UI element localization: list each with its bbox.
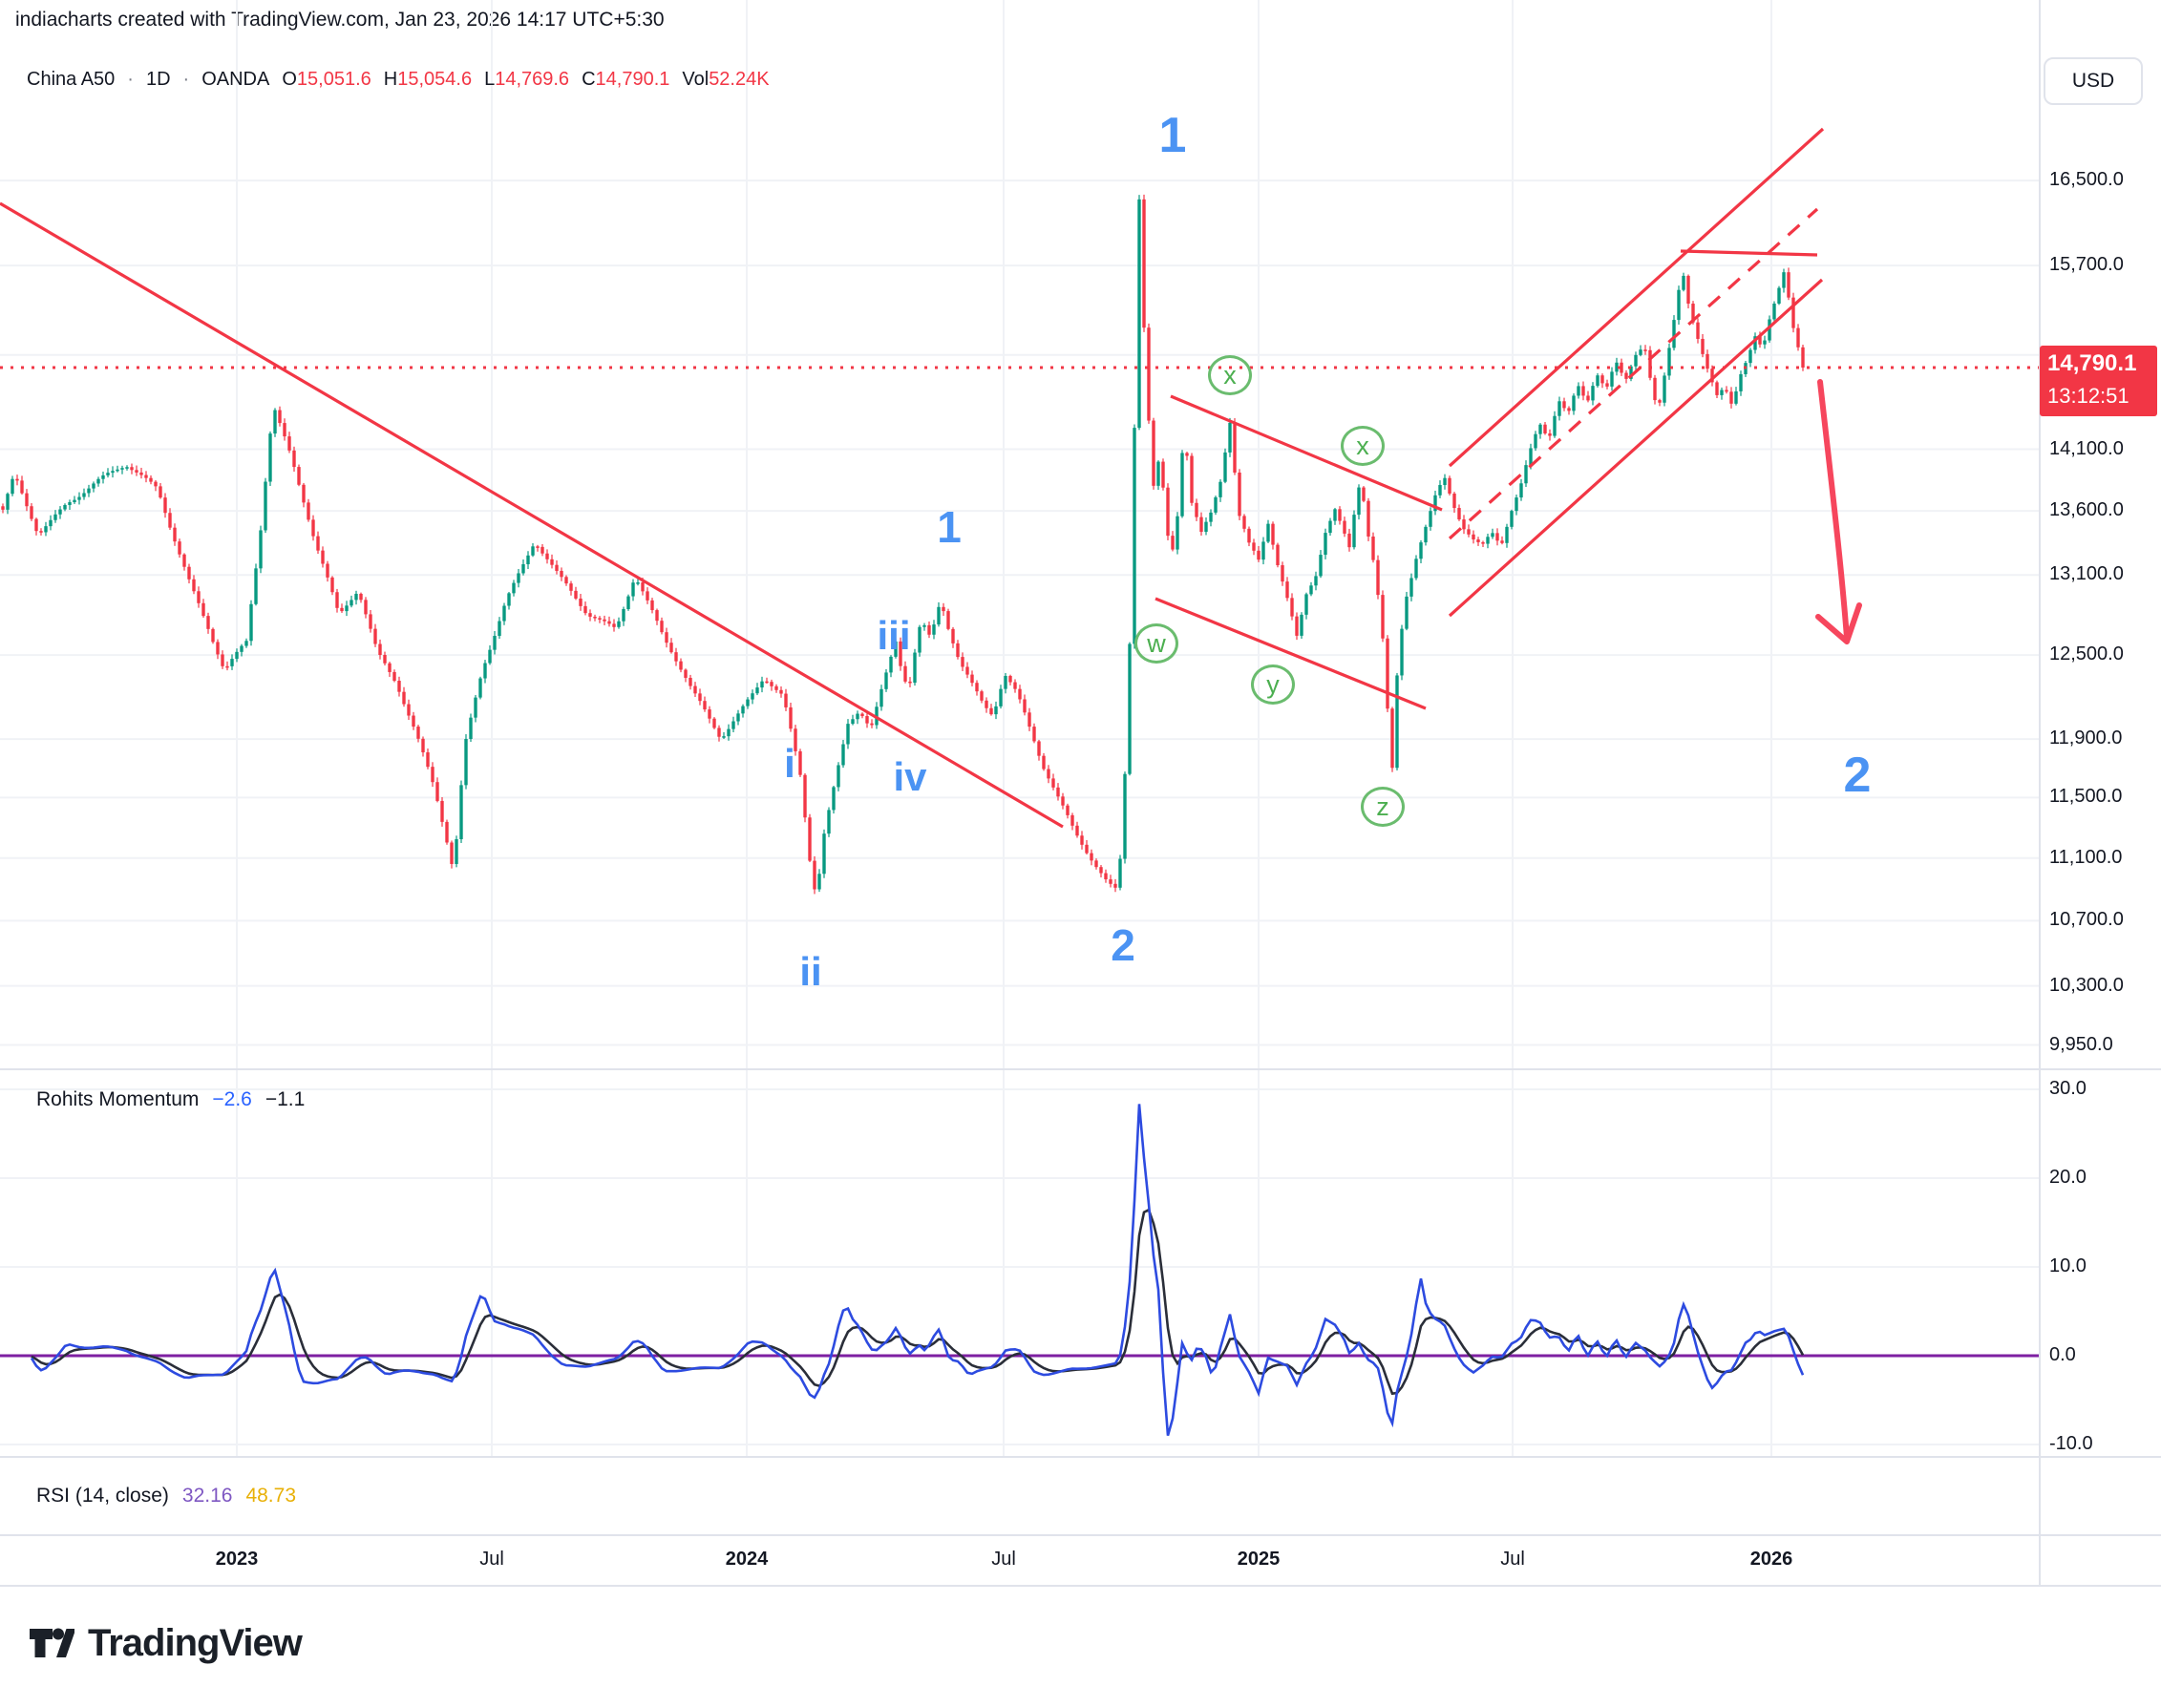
legend-separator: · (182, 69, 190, 90)
trendline-channel-lower[interactable] (1448, 278, 1824, 618)
candlestick-series (1, 194, 1805, 895)
rsi-ma-value: 48.73 (245, 1485, 297, 1507)
time-tick-label: 2023 (215, 1549, 259, 1570)
tradingview-logo[interactable]: TradingView (27, 1619, 303, 1667)
rsi-main-value: 32.16 (181, 1485, 233, 1507)
pane-divider-price-momentum[interactable] (0, 1068, 2161, 1070)
chart-canvas[interactable] (0, 0, 2161, 1587)
elliott-wave-label: 2 (1843, 748, 1872, 803)
legend-field-c: C14,790.1 (582, 69, 670, 90)
tradingview-logo-icon (30, 1628, 74, 1657)
price-tick-label: 16,500.0 (2049, 169, 2124, 191)
momentum-indicator-legend: Rohits Momentum −2.6 −1.1 (36, 1088, 305, 1111)
rsi-indicator-name: RSI (14, close) (36, 1485, 169, 1507)
price-tick-label: 11,900.0 (2049, 727, 2123, 749)
momentum-tick-label: 0.0 (2049, 1344, 2076, 1365)
momentum-tick-label: 10.0 (2049, 1255, 2087, 1276)
momentum-tick-label: -10.0 (2049, 1433, 2093, 1454)
legend-field-l: L14,769.6 (484, 69, 570, 90)
legend-separator: · (127, 69, 134, 90)
momentum-indicator-name: Rohits Momentum (36, 1088, 200, 1110)
elliott-wave-label: 1 (1158, 108, 1187, 163)
cycle-wave-circle-label: z (1361, 787, 1405, 827)
momentum-fast-value: −2.6 (212, 1088, 252, 1110)
elliott-wave-label: ii (799, 949, 822, 994)
chart-legend: China A50 · 1D · OANDA O15,051.6 H15,054.… (27, 69, 770, 91)
trendline-downtrend-2022-2024[interactable] (0, 201, 1064, 829)
trendline-triangle-lower[interactable] (1155, 597, 1427, 710)
elliott-wave-label: 1 (937, 502, 962, 552)
cycle-wave-letter: y (1266, 669, 1280, 699)
time-tick-label: Jul (479, 1549, 504, 1570)
momentum-tick-label: 30.0 (2049, 1078, 2087, 1099)
cycle-wave-letter: w (1147, 628, 1166, 658)
momentum-fast-line (30, 1104, 1805, 1437)
trendline-triangle-upper[interactable] (1170, 394, 1443, 512)
last-price-value: 14,790.1 (2047, 350, 2137, 376)
price-tick-label: 10,700.0 (2049, 909, 2124, 931)
legend-field-h: H15,054.6 (383, 69, 473, 90)
legend-symbol: China A50 (27, 69, 116, 90)
cycle-wave-letter: x (1223, 360, 1237, 390)
price-tick-label: 11,100.0 (2049, 846, 2123, 868)
time-tick-label: 2025 (1237, 1549, 1281, 1570)
price-axis-border (2039, 0, 2041, 1585)
cycle-wave-circle-label: x (1341, 426, 1385, 466)
price-tick-label: 10,300.0 (2049, 974, 2124, 996)
momentum-slow-value: −1.1 (265, 1088, 306, 1110)
cycle-wave-letter: x (1356, 431, 1369, 460)
trendline-channel-upper[interactable] (1448, 127, 1825, 468)
elliott-wave-label: iv (893, 754, 927, 799)
price-tick-label: 14,100.0 (2049, 437, 2124, 459)
time-tick-label: 2024 (725, 1549, 769, 1570)
trendline-distribution-top[interactable] (1680, 249, 1818, 257)
price-tick-label: 12,500.0 (2049, 643, 2124, 665)
legend-field-o: O15,051.6 (282, 69, 371, 90)
header-title: indiacharts created with TradingView.com… (15, 9, 665, 31)
cycle-wave-circle-label: y (1251, 664, 1295, 705)
time-tick-label: Jul (991, 1549, 1016, 1570)
cycle-wave-circle-label: x (1208, 355, 1252, 395)
legend-interval: 1D (145, 69, 171, 90)
pane-divider-momentum-rsi[interactable] (0, 1456, 2161, 1458)
tradingview-logo-text: TradingView (88, 1621, 303, 1664)
price-tick-label: 15,700.0 (2049, 254, 2124, 276)
legend-exchange: OANDA (201, 69, 270, 90)
trendline-channel-mid[interactable] (1448, 207, 1819, 540)
pane-divider-rsi-time (0, 1534, 2161, 1536)
price-tick-label: 11,500.0 (2049, 786, 2123, 808)
elliott-wave-label: i (784, 741, 795, 786)
cycle-wave-circle-label: w (1134, 623, 1178, 664)
price-tick-label: 13,600.0 (2049, 499, 2124, 521)
momentum-slow-line (31, 1208, 1805, 1396)
projection-arrow[interactable] (1815, 379, 1862, 644)
time-axis-bottom-border (0, 1585, 2161, 1587)
bar-countdown-timer: 13:12:51 (2047, 384, 2129, 408)
momentum-tick-label: 20.0 (2049, 1167, 2087, 1188)
legend-ohlc-values: O15,051.6 H15,054.6 L14,769.6 C14,790.1 Vol5… (282, 69, 769, 91)
elliott-wave-label: iii (877, 613, 911, 658)
cycle-wave-letter: z (1376, 791, 1389, 821)
price-tick-label: 9,950.0 (2049, 1033, 2113, 1055)
time-tick-label: Jul (1500, 1549, 1525, 1570)
price-tick-label: 13,100.0 (2049, 563, 2124, 585)
currency-toggle-button[interactable]: USD (2044, 57, 2143, 105)
last-price-label: 14,790.1 13:12:51 (2040, 346, 2157, 416)
elliott-wave-label: 2 (1111, 920, 1135, 970)
time-tick-label: 2026 (1749, 1549, 1793, 1570)
rsi-indicator-legend: RSI (14, close) 32.16 48.73 (36, 1485, 296, 1508)
legend-field-vol: Vol52.24K (682, 69, 770, 90)
